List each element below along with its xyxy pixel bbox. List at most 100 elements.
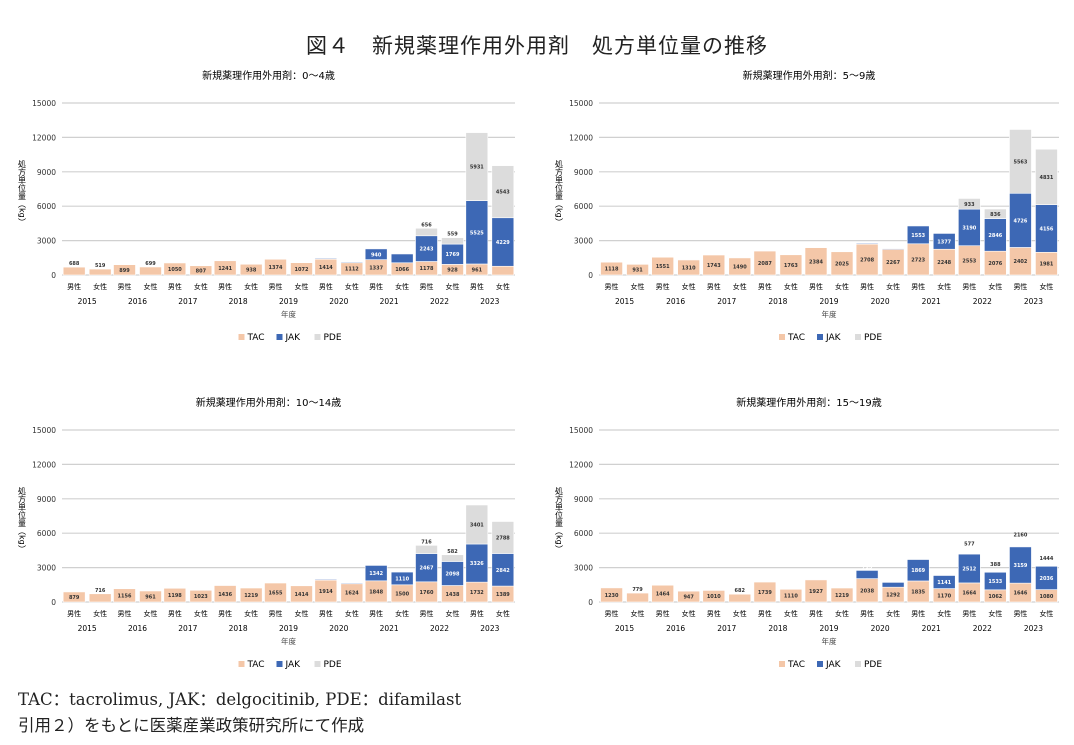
data-label: 419 — [888, 576, 899, 582]
data-label: 5525 — [470, 230, 484, 236]
bar-tac-male-2016 — [651, 584, 674, 603]
bar-tac-male-2017 — [163, 587, 187, 603]
data-label: 1655 — [269, 591, 283, 597]
legend-swatch-jak — [276, 334, 283, 340]
x-axis-label: 年度 — [822, 309, 837, 319]
bar-tac-male-2018 — [213, 585, 237, 603]
x-tick-label: 2016 — [666, 297, 685, 306]
sex-label: 女性 — [244, 609, 258, 618]
sex-label: 女性 — [395, 609, 409, 618]
x-tick-label: 2015 — [615, 297, 634, 306]
y-tick-label: 9000 — [574, 168, 593, 177]
data-label: 1848 — [369, 589, 383, 595]
data-label: 682 — [735, 588, 746, 594]
sex-label: 男性 — [911, 609, 925, 618]
bar-tac-female-2019 — [290, 262, 313, 276]
bar-pde-male-2023 — [1009, 129, 1032, 194]
data-label: 1080 — [1039, 594, 1053, 600]
sex-label: 女性 — [886, 282, 900, 291]
sex-label: 女性 — [144, 282, 158, 291]
sex-label: 女性 — [937, 609, 951, 618]
x-tick-label: 2022 — [430, 624, 449, 633]
bar-tac-female-2016 — [139, 590, 162, 603]
data-label: 1490 — [733, 264, 747, 270]
bar-tac-male-2016 — [113, 588, 136, 603]
sex-label: 女性 — [194, 282, 208, 291]
legend-label-tac: TAC — [247, 333, 265, 343]
x-tick-label: 2017 — [717, 624, 736, 633]
bar-tac-female-2017 — [728, 593, 752, 603]
x-tick-label: 2020 — [871, 297, 890, 306]
y-tick-label: 3000 — [37, 237, 56, 246]
data-label: 1337 — [369, 265, 383, 271]
sex-label: 男性 — [962, 282, 976, 291]
bar-jak-female-2021 — [390, 253, 414, 264]
data-label: 1438 — [446, 592, 460, 598]
x-tick-label: 2019 — [279, 624, 298, 633]
bar-jak-female-2020 — [340, 582, 364, 585]
bar-jak-male-2021 — [364, 565, 388, 582]
data-label: 2788 — [496, 536, 510, 542]
x-tick-label: 2015 — [78, 297, 97, 306]
bar-tac-female-2016 — [139, 266, 162, 276]
sex-label: 女性 — [682, 609, 696, 618]
sex-label: 女性 — [784, 282, 798, 291]
chart-svg: 新規薬理作用外用剤：0～4歳 0 3000 6000 9000 12000 15000 処方単… — [18, 69, 515, 343]
bar-pde-male-2023 — [465, 132, 489, 201]
sex-label: 女性 — [631, 609, 645, 618]
sex-label: 男性 — [758, 282, 772, 291]
data-label: 1414 — [295, 592, 309, 598]
sex-label: 男性 — [168, 282, 182, 291]
bar-tac-male-2018 — [213, 260, 237, 276]
figure-title: 図４ 新規薬理作用外用剤 処方単位量の推移 — [306, 34, 768, 58]
data-label: 2036 — [1039, 576, 1053, 582]
y-tick-label: 12000 — [32, 133, 56, 142]
y-tick-label: 12000 — [32, 460, 56, 469]
sex-label: 男性 — [911, 282, 925, 291]
legend-label-tac: TAC — [787, 660, 805, 670]
data-label: 699 — [145, 261, 156, 267]
sex-label: 男性 — [656, 282, 670, 291]
bar-tac-male-2019 — [804, 247, 828, 276]
data-label: 1110 — [784, 594, 798, 600]
y-tick-label: 3000 — [574, 237, 593, 246]
abbreviation-note: TAC：tacrolimus, JAK：delgocitinib, PDE：di… — [18, 690, 462, 709]
chart-svg: 新規薬理作用外用剤：5～9歳 0 3000 6000 9000 12000 15000 処方単… — [555, 69, 1059, 343]
data-label: 716 — [95, 588, 106, 594]
sex-label: 男性 — [420, 609, 434, 618]
sex-label: 男性 — [118, 609, 132, 618]
sex-label: 男性 — [269, 282, 283, 291]
sex-label: 男性 — [118, 282, 132, 291]
sex-label: 女性 — [446, 282, 460, 291]
legend-label-jak: JAK — [285, 660, 302, 670]
bar-jak-male-2022 — [958, 553, 981, 584]
sex-label: 女性 — [93, 282, 107, 291]
sex-label: 女性 — [345, 609, 359, 618]
sex-label: 男性 — [470, 609, 484, 618]
data-label: 1156 — [118, 593, 132, 599]
x-tick-label: 2016 — [128, 297, 147, 306]
bar-tac-male-2017 — [702, 254, 726, 276]
sex-label: 男性 — [707, 609, 721, 618]
sex-label: 男性 — [707, 282, 721, 291]
data-label: 3159 — [1013, 563, 1027, 569]
bar-tac-male-2015 — [600, 587, 623, 603]
legend-swatch-tac — [779, 661, 785, 667]
bar-tac-female-2018 — [239, 263, 263, 276]
sex-label: 男性 — [605, 282, 619, 291]
data-label: 933 — [964, 202, 975, 208]
legend-label-pde: PDE — [324, 660, 342, 670]
bar-jak-female-2020 — [881, 582, 905, 588]
sex-label: 女性 — [733, 609, 747, 618]
data-label: 836 — [990, 212, 1001, 218]
bar-pde-female-2023 — [491, 521, 515, 554]
bar-tac-female-2016 — [677, 590, 700, 603]
data-label: 1664 — [962, 590, 976, 596]
y-axis-label: 処方単位量（kg） — [18, 486, 27, 553]
bar-tac-male-2018 — [753, 581, 777, 603]
bar-tac-female-2015 — [88, 268, 112, 276]
bar-tac-male-2019 — [804, 579, 828, 603]
data-label: 5563 — [1013, 159, 1027, 165]
data-label: 2025 — [835, 261, 849, 267]
source-note: 引用２）をもとに医薬産業政策研究所にて作成 — [18, 716, 365, 735]
